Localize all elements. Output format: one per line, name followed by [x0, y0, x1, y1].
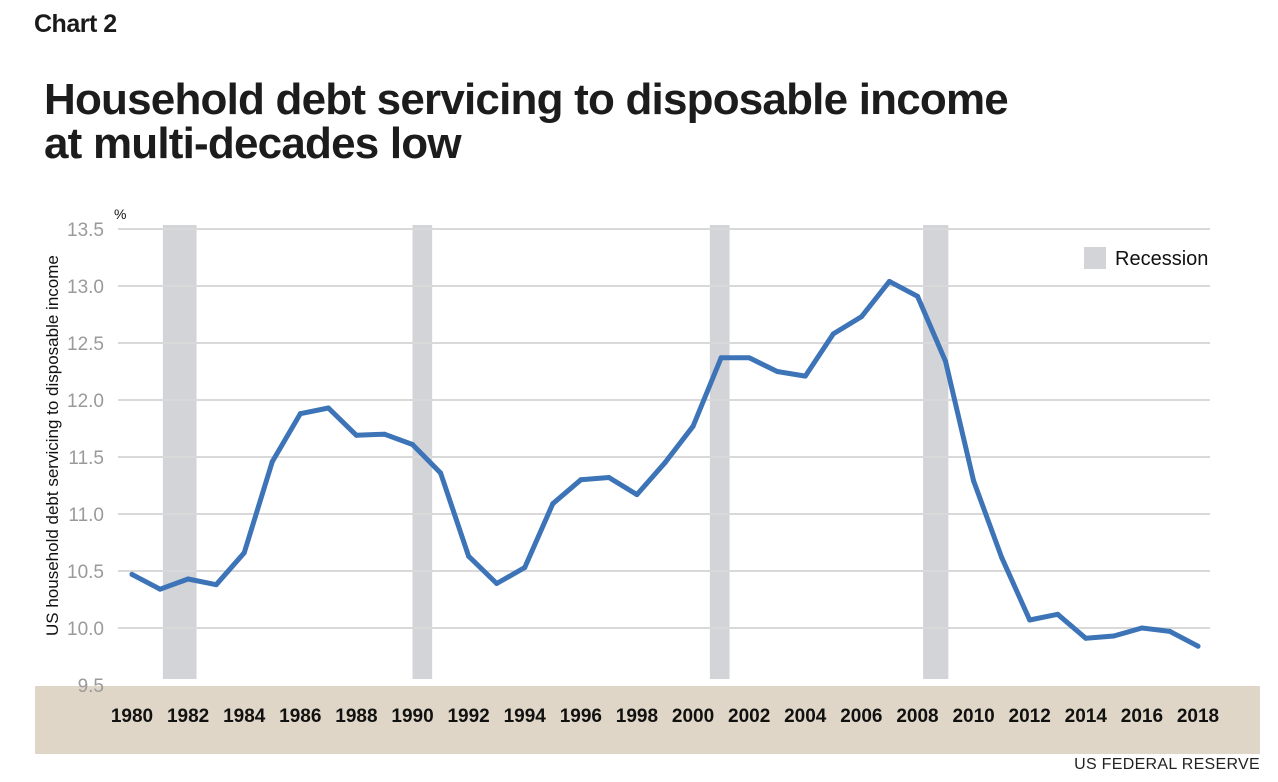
data-point-1986 [297, 411, 303, 417]
data-point-2008 [914, 293, 920, 299]
chart-title: Household debt servicing to disposable i… [44, 78, 1144, 166]
chart-title-line-2: at multi-decades low [44, 119, 462, 168]
data-point-1997 [606, 475, 612, 481]
data-point-2011 [999, 554, 1005, 560]
data-point-2013 [1055, 611, 1061, 617]
data-point-2014 [1083, 635, 1089, 641]
data-point-2015 [1111, 633, 1117, 639]
x-tick-2006: 2006 [840, 706, 882, 727]
data-point-1983 [213, 582, 219, 588]
data-point-1988 [353, 432, 359, 438]
x-tick-1994: 1994 [504, 706, 547, 727]
legend: Recession [1084, 247, 1208, 270]
data-point-1982 [185, 576, 191, 582]
data-point-1993 [494, 581, 500, 587]
y-tick-9.5: 9.5 [78, 676, 104, 697]
x-tick-1996: 1996 [560, 706, 602, 727]
data-point-2005 [830, 331, 836, 337]
data-point-2010 [971, 478, 977, 484]
source-credit: US FEDERAL RESERVE [1074, 756, 1260, 773]
data-point-2004 [802, 373, 808, 379]
x-tick-2002: 2002 [728, 706, 770, 727]
x-tick-2010: 2010 [952, 706, 994, 727]
x-tick-2004: 2004 [784, 706, 827, 727]
y-tick-10.5: 10.5 [67, 562, 104, 583]
data-point-2018 [1195, 643, 1201, 649]
x-tick-1990: 1990 [391, 706, 433, 727]
data-point-1998 [634, 492, 640, 498]
data-point-2001 [718, 355, 724, 361]
data-point-2009 [943, 358, 949, 364]
data-point-1992 [466, 553, 472, 559]
data-point-2016 [1139, 625, 1145, 631]
recession-band-0 [162, 225, 197, 679]
y-axis-ticks: 9.5 10.0 10.5 11.0 11.5 12.0 12.5 13.0 13.5 [67, 220, 104, 697]
data-point-2007 [886, 278, 892, 284]
grid-lines [118, 228, 1210, 629]
x-tick-1988: 1988 [335, 706, 377, 727]
data-point-2000 [690, 423, 696, 429]
x-tick-2000: 2000 [672, 706, 714, 727]
data-point-1980 [129, 571, 135, 577]
recession-band-3 [923, 225, 949, 679]
x-tick-2008: 2008 [896, 706, 938, 727]
data-point-1994 [522, 565, 528, 571]
x-tick-1984: 1984 [223, 706, 266, 727]
x-tick-2018: 2018 [1177, 706, 1219, 727]
data-point-1995 [550, 501, 556, 507]
y-tick-13.5: 13.5 [67, 220, 104, 241]
y-axis-unit: % [114, 206, 126, 222]
series-layer [129, 278, 1201, 649]
data-point-2017 [1167, 628, 1173, 634]
y-tick-12.5: 12.5 [67, 334, 104, 355]
y-tick-11.5: 11.5 [68, 448, 104, 469]
data-point-1989 [381, 431, 387, 437]
recession-band-2 [709, 225, 730, 679]
data-point-2012 [1027, 617, 1033, 623]
x-tick-1980: 1980 [111, 706, 153, 727]
data-point-1996 [578, 477, 584, 483]
legend-recession-swatch [1084, 247, 1106, 269]
data-point-1987 [325, 405, 331, 411]
x-axis-ticks: 1980 1982 1984 1986 1988 1990 1992 1994 1996 1998… [111, 706, 1219, 727]
y-tick-10.0: 10.0 [67, 619, 104, 640]
data-point-2002 [746, 355, 752, 361]
y-axis-label: US household debt servicing to disposabl… [43, 255, 62, 636]
data-point-2003 [774, 369, 780, 374]
legend-recession-label: Recession [1115, 248, 1208, 270]
x-tick-1992: 1992 [447, 706, 489, 727]
x-tick-1986: 1986 [279, 706, 321, 727]
y-tick-12.0: 12.0 [67, 391, 104, 412]
chart-number-label: Chart 2 [34, 10, 117, 38]
x-tick-2014: 2014 [1065, 706, 1108, 727]
x-axis-band [35, 686, 1260, 754]
chart-title-line-1: Household debt servicing to disposable i… [44, 75, 1009, 124]
data-point-1991 [438, 470, 444, 476]
y-tick-11.0: 11.0 [68, 505, 104, 526]
recession-bands [162, 225, 949, 679]
data-point-1990 [410, 441, 416, 447]
x-tick-2016: 2016 [1121, 706, 1163, 727]
y-tick-13.0: 13.0 [67, 277, 104, 298]
x-tick-2012: 2012 [1009, 706, 1051, 727]
x-tick-1982: 1982 [167, 706, 209, 727]
data-point-1985 [269, 459, 275, 465]
data-point-1984 [241, 550, 247, 556]
data-point-1981 [157, 586, 163, 592]
x-tick-1998: 1998 [616, 706, 658, 727]
data-point-1999 [662, 460, 668, 466]
data-point-2006 [858, 314, 864, 320]
